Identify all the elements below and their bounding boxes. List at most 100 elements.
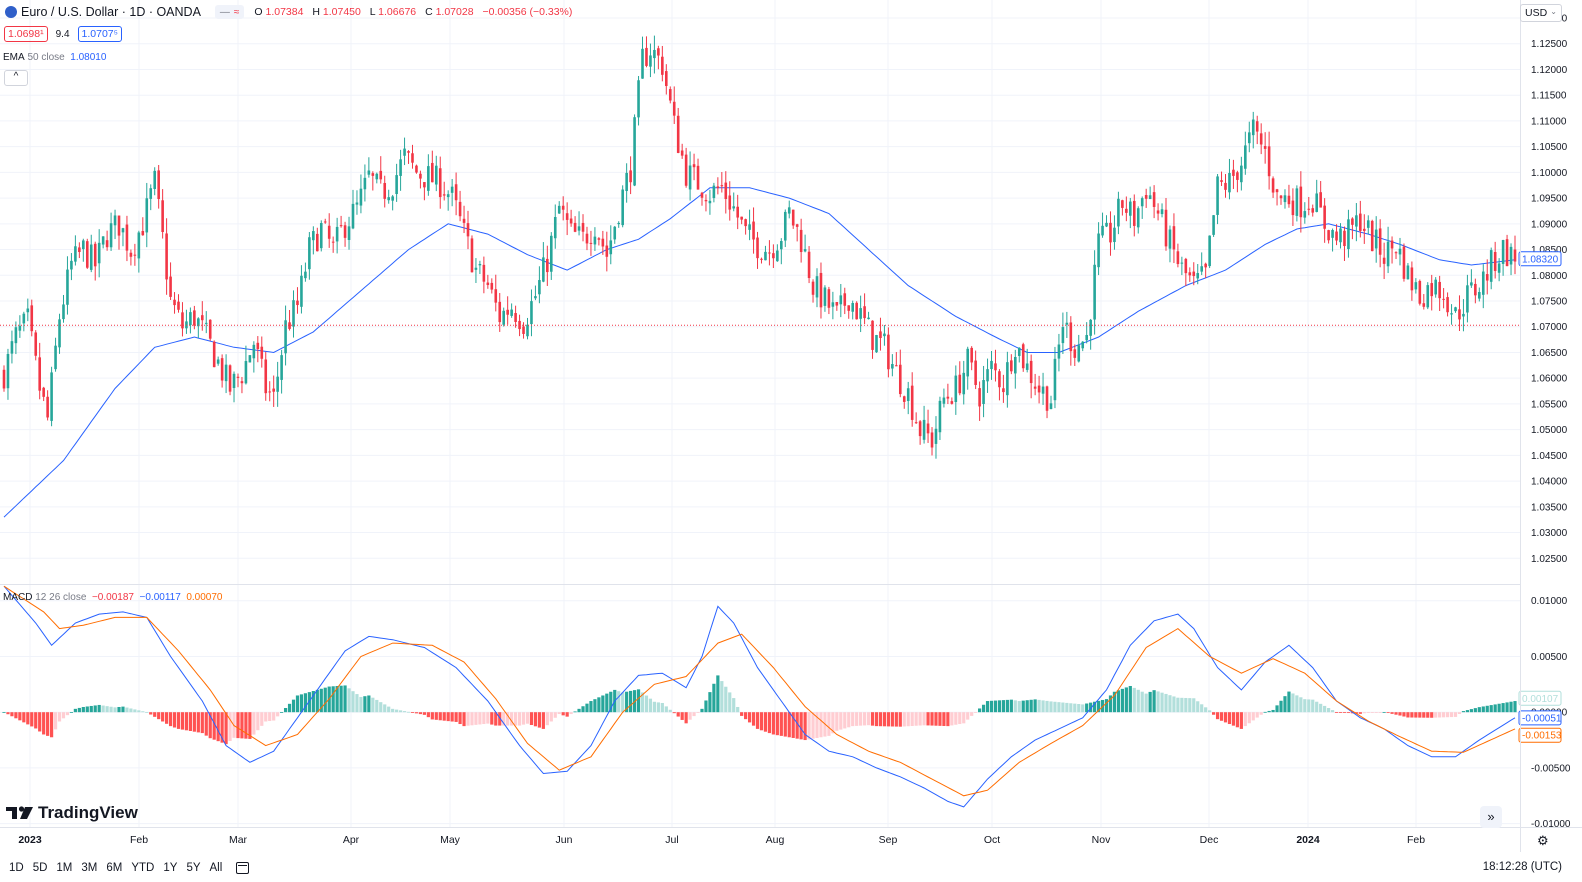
histogram-bar	[1235, 712, 1239, 728]
candle	[1331, 228, 1334, 252]
histogram-bar	[1469, 709, 1473, 713]
histogram-bar	[1255, 712, 1259, 718]
collapse-legend-button[interactable]: ^	[4, 70, 28, 86]
histogram-bar	[1505, 702, 1509, 713]
candle	[1374, 216, 1378, 263]
candle	[760, 257, 763, 264]
macd-tick-label: 0.01000	[1531, 596, 1568, 607]
histogram-bar	[966, 712, 970, 720]
candle	[133, 243, 137, 266]
candle	[129, 249, 133, 266]
currency-dropdown[interactable]: USD ⌄	[1520, 4, 1562, 22]
ema-legend[interactable]: EMA 50 close 1.08010	[3, 52, 106, 63]
candle	[331, 236, 335, 253]
candle	[736, 194, 739, 230]
chart-canvas[interactable]: 1.130001.125001.120001.115001.110001.105…	[0, 0, 1582, 852]
histogram-bar	[1501, 703, 1505, 713]
scroll-to-realtime-button[interactable]: »	[1480, 806, 1502, 828]
histogram-bar	[18, 712, 22, 721]
candle	[1509, 243, 1513, 276]
histogram-bar	[529, 712, 534, 726]
timeframe-button-1m[interactable]: 1M	[56, 862, 73, 874]
histogram-bar	[1077, 704, 1081, 713]
gear-icon[interactable]: ⚙	[1537, 833, 1549, 848]
timeframe-button-3m[interactable]: 3M	[81, 862, 98, 874]
histogram-bar	[1378, 712, 1382, 713]
timeframe-button-6m[interactable]: 6M	[106, 862, 123, 874]
candle	[26, 298, 30, 322]
histogram-bar	[426, 712, 430, 718]
calendar-icon[interactable]	[236, 862, 250, 874]
histogram-bar	[688, 712, 692, 720]
histogram-bar	[486, 712, 490, 724]
timeframe-button-all[interactable]: All	[209, 862, 223, 874]
candle	[50, 366, 53, 427]
histogram-bar	[462, 712, 466, 727]
histogram-bar	[450, 712, 454, 722]
candle	[1474, 278, 1477, 304]
histogram-bar	[1005, 699, 1009, 713]
candle	[1299, 171, 1303, 233]
histogram-bar	[355, 694, 359, 713]
ema-value: 1.08010	[70, 52, 107, 63]
symbol-title[interactable]: Euro / U.S. Dollar · 1D · OANDA	[21, 5, 201, 19]
candle	[819, 262, 823, 319]
histogram-bar	[240, 712, 244, 739]
histogram-bar	[696, 712, 700, 713]
histogram-bar	[1303, 699, 1307, 713]
tradingview-logo[interactable]: TradingView	[6, 803, 138, 823]
candle	[942, 388, 946, 408]
candle	[1192, 262, 1196, 286]
histogram-bar	[926, 712, 930, 726]
time-tick-label: May	[440, 834, 461, 846]
candle	[1200, 252, 1203, 276]
histogram-bar	[700, 708, 704, 713]
candle	[910, 372, 914, 427]
histogram-bar	[803, 712, 807, 741]
histogram-bar	[61, 712, 66, 719]
histogram-bar	[934, 712, 938, 726]
candle	[1259, 123, 1263, 155]
histogram-bar	[577, 708, 581, 713]
timeframe-button-1d[interactable]: 1D	[9, 862, 24, 874]
candle	[891, 354, 894, 377]
candle	[411, 144, 414, 169]
symbol-legend: Euro / U.S. Dollar · 1D · OANDA — ≈ O 1.…	[0, 5, 578, 19]
timeframe-button-5d[interactable]: 5D	[32, 862, 48, 874]
candle	[1029, 354, 1033, 399]
histogram-bar	[1196, 701, 1200, 713]
ohlc-values: O 1.07384 H 1.07450 L 1.06676 C 1.07028 …	[254, 6, 578, 18]
candle	[716, 177, 720, 195]
candle	[1061, 312, 1065, 355]
indicator-badge[interactable]: — ≈	[214, 5, 245, 19]
candle	[161, 189, 164, 239]
candle	[1478, 287, 1481, 302]
time-axis[interactable]: 2023 Feb Mar Apr May Jun Jul Aug Sep Oct Nov Dec 202…	[18, 834, 1425, 846]
candle	[748, 209, 751, 241]
timeframe-button-ytd[interactable]: YTD	[131, 862, 155, 874]
candle	[367, 157, 371, 178]
histogram-bar	[1172, 696, 1176, 713]
clock[interactable]: 18:12:28 (UTC)	[1482, 861, 1562, 873]
candle	[879, 317, 882, 351]
candle	[280, 349, 283, 394]
histogram-bar	[339, 685, 343, 713]
histogram-bar	[1239, 712, 1243, 729]
histogram-bar	[347, 688, 351, 713]
candle	[633, 114, 636, 187]
price-axis[interactable]: 1.130001.125001.120001.115001.110001.105…	[1531, 14, 1568, 565]
candle	[672, 86, 676, 124]
histogram-bar	[474, 712, 478, 725]
timeframe-button-1y[interactable]: 1Y	[163, 862, 178, 874]
histogram-bar	[1338, 712, 1343, 713]
buy-button[interactable]: 1.0707⁵	[77, 26, 122, 42]
histogram-bar	[831, 712, 835, 734]
macd-label: MACD	[3, 592, 33, 603]
candle	[867, 311, 870, 320]
timeframe-button-5y[interactable]: 5Y	[186, 862, 201, 874]
histogram-bar	[621, 692, 625, 713]
sell-button[interactable]: 1.0698¹	[4, 26, 48, 42]
histogram-bar	[922, 712, 926, 726]
price-tick-label: 1.11500	[1531, 91, 1567, 102]
macd-legend[interactable]: MACD 12 26 close −0.00187 −0.00117 0.000…	[3, 592, 222, 603]
